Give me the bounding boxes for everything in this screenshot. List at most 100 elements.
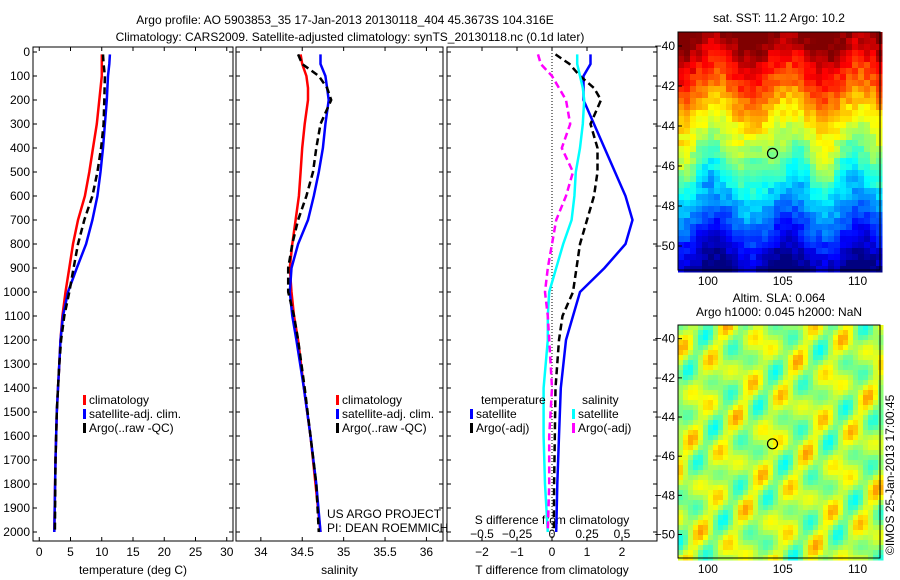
map-cell	[786, 32, 793, 39]
map-cell	[762, 92, 769, 99]
map-cell	[738, 410, 744, 416]
map-cell	[808, 325, 814, 331]
map-cell	[868, 435, 874, 441]
map-cell	[758, 445, 764, 451]
map-cell	[808, 470, 814, 476]
map-cell	[732, 236, 739, 243]
map-cell	[678, 405, 684, 411]
map-cell	[788, 540, 794, 546]
map-cell	[762, 248, 769, 255]
map-cell	[780, 230, 787, 237]
map-cell	[748, 425, 754, 431]
map-cell	[848, 355, 854, 361]
map-cell	[678, 490, 684, 496]
map-cell	[822, 218, 829, 225]
map-cell	[768, 236, 775, 243]
map-cell	[758, 500, 764, 506]
map-cell	[762, 182, 769, 189]
y-tick-label: 1000	[3, 285, 30, 299]
map-cell	[828, 164, 835, 171]
map-cell	[714, 62, 721, 69]
map-cell	[744, 236, 751, 243]
map-cell	[878, 475, 884, 481]
map-cell	[758, 475, 764, 481]
map-cell	[808, 535, 814, 541]
map-cell	[838, 450, 844, 456]
map-cell	[758, 425, 764, 431]
map-cell	[774, 140, 781, 147]
map-cell	[833, 500, 839, 506]
x-tick-label: 0	[549, 545, 556, 559]
map-cell	[688, 510, 694, 516]
map-cell	[778, 410, 784, 416]
map-cell	[843, 530, 849, 536]
map-cell	[750, 110, 757, 117]
map-cell	[684, 260, 691, 267]
map-cell	[853, 355, 859, 361]
map-cell	[873, 390, 879, 396]
map-cell	[744, 98, 751, 105]
axes-box	[32, 46, 234, 542]
map-cell	[808, 340, 814, 346]
map-cell	[828, 395, 834, 401]
map-cell	[870, 176, 877, 183]
map-cell	[848, 370, 854, 376]
map-cell	[748, 365, 754, 371]
map-cell	[696, 92, 703, 99]
map-cell	[873, 415, 879, 421]
map-cell	[756, 254, 763, 261]
map-cell	[793, 420, 799, 426]
map-cell	[702, 218, 709, 225]
map-cell	[763, 330, 769, 336]
series-s-argo	[536, 54, 575, 533]
map-cell	[726, 188, 733, 195]
map-cell	[803, 340, 809, 346]
map-cell	[756, 194, 763, 201]
map-cell	[853, 345, 859, 351]
map-cell	[792, 260, 799, 267]
map-cell	[768, 194, 775, 201]
map-cell	[848, 425, 854, 431]
map-cell	[688, 485, 694, 491]
map-cell	[853, 410, 859, 416]
map-cell	[780, 38, 787, 45]
map-cell	[758, 435, 764, 441]
map-cell	[774, 206, 781, 213]
map-cell	[748, 550, 754, 556]
map-cell	[848, 520, 854, 526]
map-cell	[853, 395, 859, 401]
map-cell	[816, 38, 823, 45]
map-cell	[838, 490, 844, 496]
map-cell	[678, 116, 685, 123]
map-cell	[774, 128, 781, 135]
map-cell	[808, 540, 814, 546]
map-cell	[863, 460, 869, 466]
map-cell	[798, 230, 805, 237]
map-cell	[870, 74, 877, 81]
map-cell	[708, 505, 714, 511]
map-cell	[788, 365, 794, 371]
map-cell	[750, 206, 757, 213]
map-cell	[774, 176, 781, 183]
map-cell	[718, 390, 724, 396]
map-cell	[743, 360, 749, 366]
map-cell	[728, 420, 734, 426]
map-cell	[678, 86, 685, 93]
map-cell	[748, 430, 754, 436]
map-cell	[833, 395, 839, 401]
map-cell	[732, 212, 739, 219]
map-cell	[762, 176, 769, 183]
map-cell	[816, 176, 823, 183]
map-cell	[878, 440, 884, 446]
map-cell	[698, 540, 704, 546]
map-cell	[818, 345, 824, 351]
map-cell	[818, 435, 824, 441]
title-line1: Argo profile: AO 5903853_35 17-Jan-2013 …	[136, 13, 553, 27]
map-cell	[852, 212, 859, 219]
map-cell	[846, 56, 853, 63]
map-cell	[713, 365, 719, 371]
map-cell	[870, 86, 877, 93]
map-cell	[684, 44, 691, 51]
map-cell	[728, 435, 734, 441]
map-cell	[858, 218, 865, 225]
